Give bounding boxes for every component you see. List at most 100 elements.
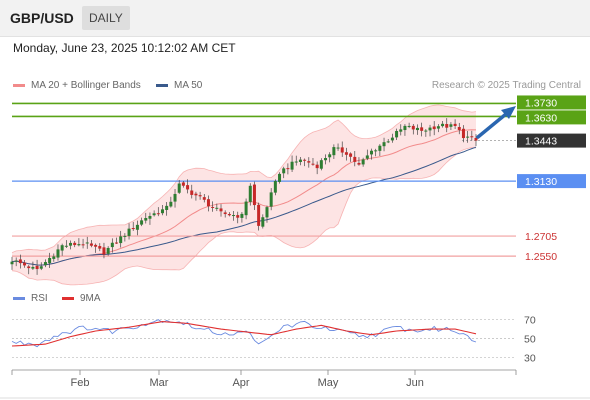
chart-datetime: Monday, June 23, 2025 10:12:02 AM CET [13,41,236,55]
level-label: 1.2705 [525,231,557,243]
candle-body [273,180,277,193]
legend-rsi-label: RSI [31,293,48,304]
candle-body [315,164,319,169]
candle-body [140,220,144,225]
timeframe-button[interactable]: DAILY [82,6,130,30]
x-axis-label: Apr [232,377,249,389]
candle-body [27,266,31,269]
research-credit: Research © 2025 Trading Central [431,80,581,91]
candle-body [386,141,390,143]
candle-body [290,161,294,170]
candle-body [328,154,332,158]
candle-body [269,192,273,207]
candle-body [344,152,348,155]
candle-body [445,123,449,128]
candle-body [35,265,39,270]
level-label: 1.2550 [525,251,557,263]
candle-body [252,184,256,206]
candle-body [106,247,110,254]
legend-ma9: 9MA [62,293,101,305]
candle-body [319,160,323,169]
candle-body [186,185,190,190]
candle-body [127,228,131,236]
rsi-tick-label: 30 [524,352,536,364]
level-label-box [517,133,586,148]
rsi-tick-label: 70 [524,315,536,327]
candle-body [474,137,478,141]
candle-body [206,199,210,207]
level-label: 1.3443 [525,136,557,148]
candle-body [152,213,156,216]
candle-body [18,259,22,264]
legend-ma9-label: 9MA [80,293,101,304]
projection-arrowhead-icon [501,106,516,119]
candle-body [14,260,18,262]
candle-body [374,150,378,152]
candle-body [466,136,470,138]
candle-body [77,244,81,246]
bollinger-band-area [12,104,476,285]
level-label-box [517,95,586,110]
candle-body [378,145,382,151]
candle-body [69,242,73,246]
candle-body [10,261,14,265]
candle-body [461,128,465,139]
candle-body [119,236,123,244]
chart-header: GBP/USD DAILY [0,0,590,37]
candle-body [432,126,436,130]
candle-body [39,266,43,269]
candle-body [102,247,106,255]
candle-body [64,245,68,247]
candle-body [202,197,206,200]
rsi-ma9-line [11,321,477,347]
candle-body [215,207,219,209]
candle-body [148,215,152,219]
candle-body [48,257,52,264]
candle-body [194,193,198,196]
rsi-line [11,319,477,348]
x-axis-label: May [318,377,339,389]
candle-body [173,193,177,202]
candle-body [428,127,432,131]
candle-body [52,256,56,259]
candle-body [223,212,227,215]
candle-body [282,168,286,174]
candle-body [349,153,353,157]
candle-body [248,185,252,202]
candle-body [190,190,194,195]
candle-body [357,162,361,165]
candle-body [332,147,336,156]
level-label-box [517,174,586,189]
ma50-line [11,146,477,266]
level-label: 1.3730 [525,97,557,109]
candle-body [244,201,248,216]
candle-body [298,159,302,162]
candle-body [411,125,415,130]
ma50-swatch-icon [156,83,168,87]
rsi-tick-label: 50 [524,334,536,346]
candle-body [73,242,77,246]
candle-body [294,161,298,163]
candle-body [110,242,114,248]
candle-body [240,213,244,218]
candle-body [307,161,311,163]
bollinger-swatch-icon [13,83,25,87]
candle-body [56,249,60,258]
candle-body [156,213,160,215]
legend-bollinger: MA 20 + Bollinger Bands [13,80,141,92]
candle-body [303,159,307,161]
candle-body [286,168,290,170]
candle-body [257,204,261,226]
candle-body [441,123,445,127]
candle-body [340,147,344,153]
projection-arrow [476,112,508,139]
candle-body [94,244,98,247]
legend-rsi: RSI [13,293,48,305]
candle-body [436,126,440,129]
candle-body [336,147,340,149]
candle-body [81,244,85,246]
candle-body [211,206,215,208]
candle-body [144,217,148,221]
candle-body [169,201,173,207]
candle-body [43,262,47,266]
